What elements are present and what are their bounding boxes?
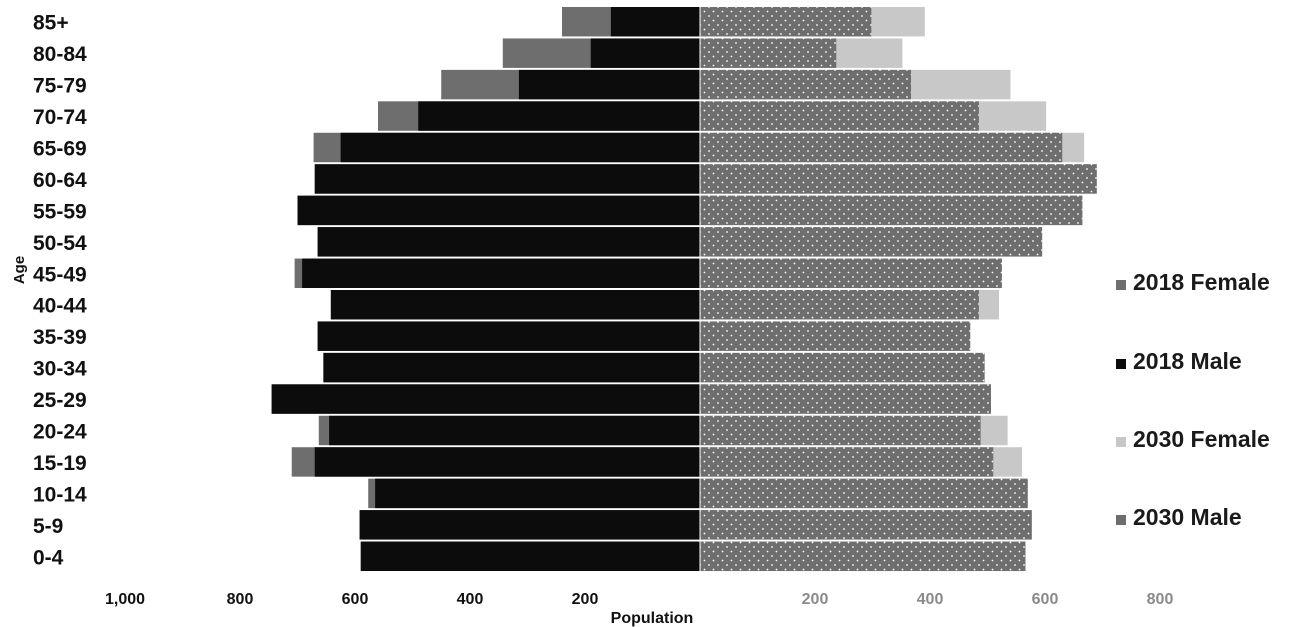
x-tick-right-0: 200	[802, 591, 829, 608]
bar-2018-male-75-79	[518, 69, 700, 100]
bar-2018-female-0-4	[700, 541, 1026, 571]
legend-swatch-2030-female	[1116, 437, 1126, 447]
age-label-15-19: 15-19	[33, 452, 87, 475]
bar-2018-male-65-69	[340, 132, 700, 163]
bar-2018-female-65-69	[700, 132, 1063, 163]
x-tick-left-0: 1,000	[105, 591, 145, 608]
bar-2018-female-40-44	[700, 290, 979, 320]
bar-2018-male-70-74	[418, 101, 700, 131]
bar-2018-male-80-84	[590, 38, 700, 68]
bar-2018-female-70-74	[700, 101, 979, 131]
legend-label-2018-male: 2018 Male	[1133, 348, 1242, 374]
age-label-60-64: 60-64	[33, 169, 87, 192]
age-label-0-4: 0-4	[33, 546, 64, 569]
age-label-40-44: 40-44	[33, 295, 87, 318]
bar-2018-male-60-64	[314, 164, 700, 194]
x-tick-left-3: 400	[457, 591, 484, 608]
bar-2018-female-50-54	[700, 227, 1043, 257]
bar-2018-female-5-9	[700, 510, 1032, 540]
bar-2018-female-45-49	[700, 258, 1002, 288]
age-label-85plus: 85+	[33, 12, 69, 35]
bar-2018-female-20-24	[700, 415, 981, 446]
age-label-5-9: 5-9	[33, 515, 63, 538]
x-tick-labels: 1,000 800 600 400 200 200 400 600 800	[105, 591, 1173, 608]
bar-2018-male-55-59	[297, 195, 700, 226]
x-axis-title: Population	[611, 610, 694, 627]
bar-2018-female-80-84	[700, 38, 837, 68]
bar-2018-male-15-19	[314, 447, 700, 477]
age-label-45-49: 45-49	[33, 263, 87, 286]
bar-2018-male-35-39	[317, 321, 700, 351]
bar-2018-male-40-44	[330, 290, 700, 320]
legend-swatch-2018-female	[1116, 280, 1126, 290]
x-tick-right-1: 400	[917, 591, 944, 608]
bars-2018-layer	[271, 7, 1097, 571]
legend-label-2030-female: 2030 Female	[1133, 426, 1270, 452]
x-tick-left-1: 800	[227, 591, 254, 608]
bar-2018-male-5-9	[359, 510, 700, 540]
bar-2018-female-25-29	[700, 384, 991, 414]
bar-2018-male-85plus	[610, 7, 700, 37]
age-label-10-14: 10-14	[33, 483, 87, 506]
bar-2018-male-25-29	[271, 384, 700, 414]
bar-2018-female-60-64	[700, 164, 1097, 194]
age-label-65-69: 65-69	[33, 138, 87, 161]
y-axis-title: Age	[11, 256, 28, 284]
bar-2018-female-55-59	[700, 195, 1083, 226]
bar-2018-female-15-19	[700, 447, 994, 477]
bar-2018-male-50-54	[317, 227, 700, 257]
age-label-25-29: 25-29	[33, 389, 87, 412]
bar-2018-female-10-14	[700, 478, 1028, 509]
legend-swatch-2030-male	[1116, 515, 1126, 525]
age-label-30-34: 30-34	[33, 358, 87, 381]
bar-2018-female-30-34	[700, 352, 985, 383]
age-label-55-59: 55-59	[33, 200, 87, 223]
age-label-75-79: 75-79	[33, 75, 87, 98]
age-label-35-39: 35-39	[33, 326, 87, 349]
age-label-20-24: 20-24	[33, 421, 87, 444]
age-label-70-74: 70-74	[33, 106, 87, 129]
age-category-labels: 0-4 5-9 10-14 15-19 20-24 25-29 30-34 35-39 40-4…	[33, 12, 87, 570]
age-label-80-84: 80-84	[33, 43, 87, 66]
bar-2018-female-35-39	[700, 321, 971, 351]
legend-swatch-2018-male	[1116, 359, 1126, 369]
bar-2018-male-30-34	[323, 352, 700, 383]
bar-2018-male-0-4	[360, 541, 700, 571]
x-tick-right-3: 800	[1147, 591, 1174, 608]
bar-2018-male-20-24	[329, 415, 700, 446]
age-label-50-54: 50-54	[33, 232, 87, 255]
legend: 2018 Female 2018 Male 2030 Female 2030 Male	[1116, 269, 1270, 530]
x-tick-left-4: 200	[572, 591, 599, 608]
x-tick-right-2: 600	[1032, 591, 1059, 608]
bar-2018-female-85plus	[700, 7, 872, 37]
bar-2018-female-75-79	[700, 69, 912, 100]
legend-label-2030-male: 2030 Male	[1133, 504, 1242, 530]
bar-2018-male-45-49	[302, 258, 700, 288]
legend-label-2018-female: 2018 Female	[1133, 269, 1270, 295]
bar-2018-male-10-14	[375, 478, 700, 509]
x-tick-left-2: 600	[342, 591, 369, 608]
